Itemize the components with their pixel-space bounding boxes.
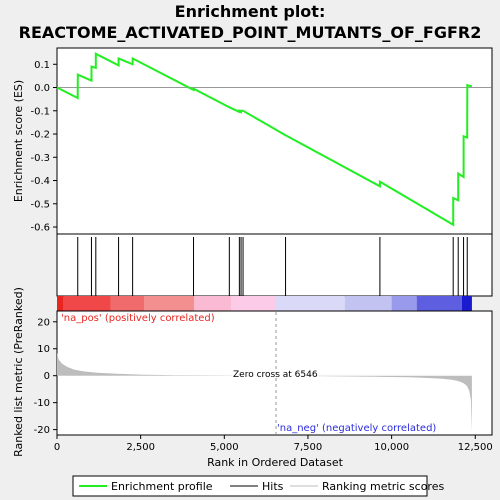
chart-title-line2: REACTOME_ACTIVATED_POINT_MUTANTS_OF_FGFR… xyxy=(19,23,482,42)
hits-panel-frame xyxy=(56,233,493,297)
colorbar-segment xyxy=(276,296,345,311)
metric-x-tick-label: 7,500 xyxy=(294,442,323,453)
metric-y-axis-label: Ranked list metric (PreRanked) xyxy=(12,287,25,457)
metric-x-tick-label: 10,000 xyxy=(374,442,409,453)
colorbar-segment xyxy=(57,296,64,311)
es-y-tick-label: 0.1 xyxy=(34,60,50,71)
colorbar-segment xyxy=(144,296,195,311)
es-y-tick-label: -0.6 xyxy=(30,223,50,234)
es-y-axis-label: Enrichment score (ES) xyxy=(12,80,25,202)
es-y-tick-label: -0.3 xyxy=(30,153,50,164)
metric-y-ticks: 20 10 0 -10 -20 xyxy=(34,317,57,436)
colorbar-segment xyxy=(344,296,392,311)
metric-y-tick-label: -20 xyxy=(34,425,50,436)
colorbar-segment xyxy=(63,296,111,311)
es-panel-frame xyxy=(56,47,493,235)
hit-markers xyxy=(77,237,468,296)
es-y-tick-label: -0.2 xyxy=(30,130,50,141)
es-y-tick-label: 0.0 xyxy=(34,83,50,94)
colorbar-segment xyxy=(194,296,231,311)
legend-enrichment-label: Enrichment profile xyxy=(111,480,213,493)
chart-title-line1: Enrichment plot: xyxy=(175,2,326,21)
metric-x-tick-label: 5,000 xyxy=(210,442,239,453)
metric-x-tick-label: 2,500 xyxy=(126,442,155,453)
negative-correlation-label: 'na_neg' (negatively correlated) xyxy=(277,423,436,434)
metric-y-tick-label: -10 xyxy=(34,398,50,409)
positive-correlation-label: 'na_pos' (positively correlated) xyxy=(61,313,215,324)
metric-x-axis-label: Rank in Ordered Dataset xyxy=(207,456,344,469)
metric-x-ticks: 0 2,500 5,000 7,500 10,000 12,500 xyxy=(54,435,493,453)
metric-y-tick-label: 0 xyxy=(44,371,50,382)
es-y-tick-label: -0.4 xyxy=(30,176,50,187)
metric-panel-frame xyxy=(56,310,493,436)
metric-x-tick-label: 12,500 xyxy=(458,442,493,453)
colorbar-segment xyxy=(391,296,417,311)
metric-y-tick-label: 10 xyxy=(37,344,50,355)
es-y-tick-label: -0.5 xyxy=(30,199,50,210)
es-y-tick-label: -0.1 xyxy=(30,106,50,117)
colorbar-segment xyxy=(110,296,144,311)
colorbar-segment xyxy=(461,296,472,311)
colorbar-segment xyxy=(231,296,277,311)
ranking-colorbar xyxy=(57,296,472,311)
es-y-ticks: 0.1 0.0 -0.1 -0.2 -0.3 -0.4 -0.5 -0.6 xyxy=(30,60,57,234)
colorbar-segment xyxy=(416,296,462,311)
legend-hits-label: Hits xyxy=(262,480,284,493)
metric-x-tick-label: 0 xyxy=(54,442,60,453)
metric-y-tick-label: 20 xyxy=(37,317,50,328)
legend-metric-label: Ranking metric scores xyxy=(322,480,444,493)
zero-cross-label: Zero cross at 6546 xyxy=(233,370,318,380)
enrichment-profile-line xyxy=(56,52,473,227)
